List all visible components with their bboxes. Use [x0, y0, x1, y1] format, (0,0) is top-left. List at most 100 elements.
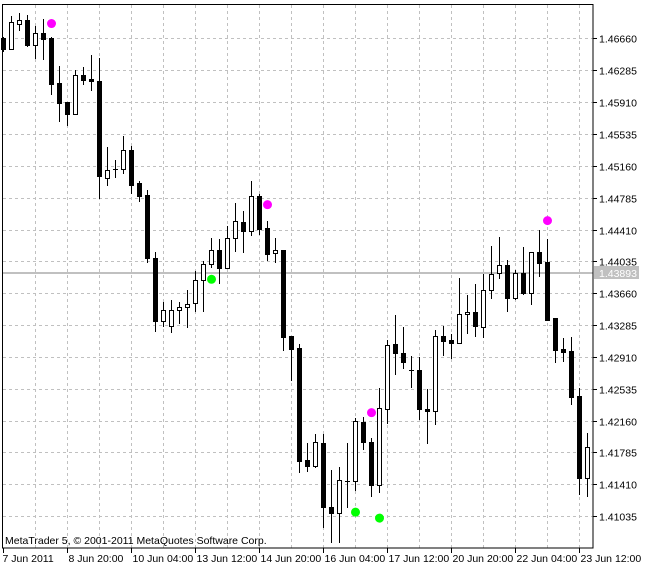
price-tick-label: 1.43660	[599, 289, 637, 301]
candle	[129, 146, 134, 194]
copyright-text: MetaTrader 5, © 2001-2011 MetaQuotes Sof…	[5, 535, 267, 547]
candle	[81, 67, 86, 85]
time-tick-label: 7 Jun 2011	[3, 553, 54, 565]
candle-body-bear	[329, 507, 334, 514]
candle	[521, 247, 526, 295]
time-tick-label: 14 Jun 20:00	[261, 553, 322, 565]
up-fractal-marker	[263, 200, 272, 210]
time-tick-label: 22 Jun 04:00	[517, 553, 578, 565]
candle-body-bull	[337, 480, 342, 514]
candle-body-bear	[441, 336, 446, 342]
candle	[353, 418, 358, 491]
candle	[473, 284, 478, 337]
candle-body-bull	[529, 252, 534, 294]
price-tick-label: 1.41410	[599, 480, 637, 492]
candle	[561, 338, 566, 362]
candle	[17, 13, 22, 31]
price-tick-label: 1.45535	[599, 130, 637, 142]
candle-body-bear	[473, 312, 478, 327]
candle	[409, 356, 414, 388]
candle-body-bear	[417, 370, 422, 410]
candle	[265, 221, 270, 261]
candle	[529, 252, 534, 305]
candle-body-bear	[369, 442, 374, 486]
price-tick-label: 1.45160	[599, 162, 637, 174]
price-tick-label: 1.46285	[599, 66, 637, 78]
price-axis[interactable]: 1.46660 1.46285 1.45910 1.45535 1.45160 1.447…	[593, 34, 639, 524]
candle-body-bull	[9, 22, 14, 50]
candle	[425, 389, 430, 444]
candle-body-bull	[121, 150, 126, 170]
fractal-markers	[47, 19, 552, 523]
candle-body-bear	[1, 38, 6, 50]
candle-body-bear	[537, 252, 542, 264]
current-price-line	[3, 272, 593, 274]
candle	[201, 261, 206, 312]
candle-body-bear	[265, 228, 270, 255]
candle	[161, 302, 166, 327]
candle	[233, 203, 238, 252]
candle	[489, 246, 494, 299]
candle-body-bull	[353, 421, 358, 482]
candle	[249, 181, 254, 236]
candle-body-bull	[201, 264, 206, 281]
candle	[585, 433, 590, 497]
time-tick-label: 13 Jun 12:00	[197, 553, 258, 565]
candle-body-bear	[297, 348, 302, 462]
candle-body-bear	[97, 81, 102, 177]
candle	[25, 15, 30, 47]
candle-body-bear	[361, 422, 366, 443]
candle-body-bear	[217, 250, 222, 269]
candle-body-bear	[57, 83, 62, 104]
candle	[577, 388, 582, 495]
candle	[481, 274, 486, 338]
candle-body-bear	[553, 318, 558, 351]
candle-body-bear	[137, 183, 142, 197]
time-tick-label: 17 Jun 12:00	[389, 553, 450, 565]
candle	[569, 337, 574, 405]
candle	[273, 238, 278, 263]
candle-body-bear	[289, 336, 294, 350]
candle	[377, 388, 382, 493]
candle	[145, 190, 150, 263]
candle-body-bull	[585, 447, 590, 479]
price-tick-label: 1.42535	[599, 385, 637, 397]
candle	[225, 226, 230, 269]
candle	[449, 334, 454, 359]
current-price-label: 1.43893	[599, 268, 637, 280]
candle	[337, 467, 342, 543]
price-tick-label: 1.42160	[599, 417, 637, 429]
candle	[465, 295, 470, 334]
price-tick-label: 1.44785	[599, 194, 637, 206]
candle	[257, 194, 262, 235]
current-price-line	[3, 272, 593, 274]
time-tick-label: 23 Jun 12:00	[581, 553, 642, 565]
candle	[217, 239, 222, 284]
price-tick-label: 1.44035	[599, 257, 637, 269]
candle-body-bear	[65, 102, 70, 115]
candle	[41, 19, 46, 60]
candle-body-bull	[225, 238, 230, 269]
candle-body-bear	[521, 273, 526, 294]
candle	[33, 26, 38, 59]
candle-body-bear	[153, 258, 158, 322]
candle	[57, 66, 62, 122]
candle-body-bull	[169, 310, 174, 327]
price-tick-label: 1.41785	[599, 448, 637, 460]
up-fractal-marker	[47, 19, 56, 29]
candle-body-bull	[17, 20, 22, 25]
candle-body-bull	[465, 312, 470, 315]
time-axis[interactable]: 7 Jun 2011 8 Jun 20:00 10 Jun 04:00 13 Jun …	[3, 548, 642, 565]
candle-body-bear	[305, 460, 310, 467]
candle	[281, 250, 286, 351]
candle-body-bull	[513, 273, 518, 299]
candle	[153, 252, 158, 332]
up-fractal-marker	[367, 408, 376, 418]
candle	[313, 434, 318, 468]
candle	[65, 102, 70, 126]
candle	[289, 336, 294, 381]
candle-body-bull	[313, 442, 318, 467]
candle	[113, 160, 118, 178]
candle	[441, 326, 446, 356]
